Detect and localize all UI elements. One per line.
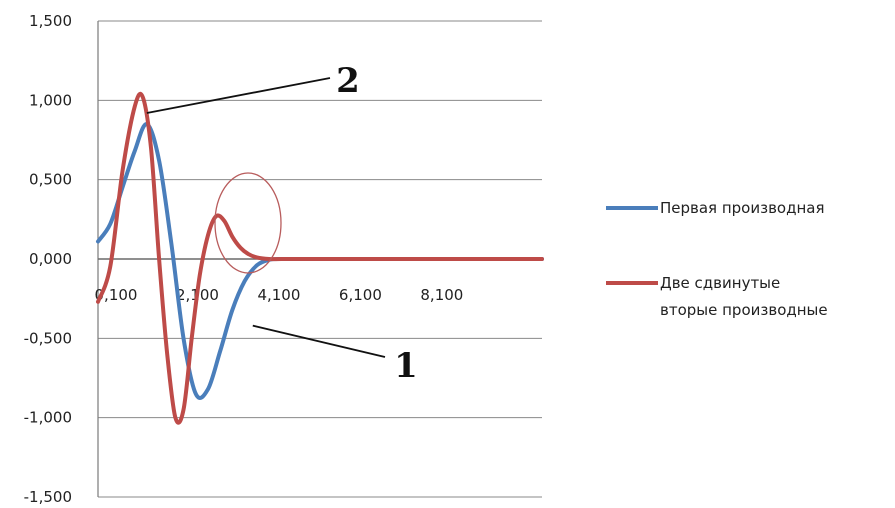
y-tick-label: -0,500 (24, 329, 72, 347)
y-tick-label: 0,000 (29, 250, 72, 268)
series-lines (96, 91, 544, 425)
y-tick-label: 0,500 (29, 171, 72, 189)
annotation-leader (252, 324, 386, 358)
series-line-2 (96, 91, 544, 425)
y-tick-labels: 1,500 1,000 0,500 0,000 -0,500 -1,000 -1,500 (24, 12, 72, 506)
highlight-ellipse (214, 172, 282, 274)
annotation-label: 2 (336, 61, 360, 101)
legend: Первая производная Две сдвинутые вторые пр… (606, 199, 828, 319)
y-tick-label: -1,000 (24, 409, 72, 427)
y-tick-label: 1,000 (29, 91, 72, 109)
y-tick-label: -1,500 (24, 488, 72, 506)
legend-label: Первая производная (660, 199, 825, 217)
x-tick-labels: 0,100 2,100 4,100 6,100 8,100 (95, 286, 464, 304)
legend-label: Две сдвинутые вторые производные (660, 274, 828, 319)
annotation-leader (146, 77, 331, 114)
annotation-label: 1 (394, 346, 418, 386)
x-tick-label: 8,100 (420, 286, 463, 304)
x-tick-label: 4,100 (257, 286, 300, 304)
y-tick-label: 1,500 (29, 12, 72, 30)
annotations: 21 (146, 61, 418, 386)
x-tick-label: 6,100 (339, 286, 382, 304)
gridlines (98, 20, 542, 498)
